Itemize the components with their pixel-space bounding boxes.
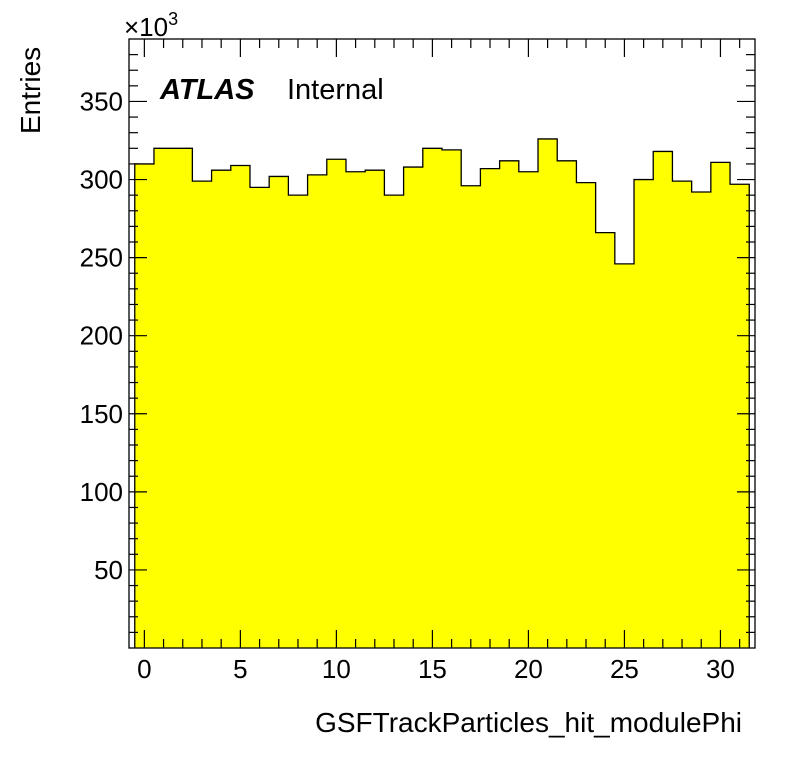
histogram-bin-3 bbox=[192, 181, 213, 648]
histogram-bin-7 bbox=[269, 176, 289, 648]
x-tick-label: 30 bbox=[706, 654, 735, 684]
x-tick-label: 20 bbox=[514, 654, 543, 684]
histogram-bin-4 bbox=[211, 170, 232, 648]
plot-frame bbox=[128, 38, 756, 649]
x-tick-label: 15 bbox=[418, 654, 447, 684]
histogram-bin-12 bbox=[365, 170, 385, 648]
x-tick-label: 10 bbox=[322, 654, 351, 684]
histogram-bin-6 bbox=[249, 187, 270, 648]
histogram-bin-19 bbox=[499, 160, 520, 649]
histogram-bars bbox=[134, 138, 750, 649]
histogram-bin-26 bbox=[634, 179, 654, 649]
x-tick-label: 5 bbox=[233, 654, 247, 684]
histogram-bin-22 bbox=[557, 160, 577, 649]
y-tick-label: 250 bbox=[80, 243, 123, 273]
axis-ticks bbox=[129, 39, 755, 648]
histogram-bin-2 bbox=[173, 148, 193, 649]
x-tick-label: 25 bbox=[610, 654, 639, 684]
histogram-bin-25 bbox=[614, 263, 635, 648]
histogram-bin-17 bbox=[461, 185, 481, 649]
histogram-bin-5 bbox=[230, 165, 251, 648]
histogram-bin-13 bbox=[384, 195, 405, 648]
y-tick-label: 50 bbox=[94, 555, 123, 585]
histogram-bin-8 bbox=[288, 195, 309, 648]
histogram-bin-28 bbox=[672, 181, 693, 648]
histogram-bin-29 bbox=[691, 192, 712, 648]
histogram-outline bbox=[134, 138, 750, 648]
y-tick-label: 100 bbox=[80, 477, 123, 507]
histogram-bin-24 bbox=[595, 232, 616, 648]
y-axis-multiplier: ×103 bbox=[124, 9, 178, 42]
y-tick-label: 200 bbox=[80, 321, 123, 351]
y-axis-label: Entries bbox=[15, 47, 46, 134]
histogram-bin-1 bbox=[153, 148, 174, 649]
histogram-bin-9 bbox=[307, 174, 328, 648]
histogram-bin-0 bbox=[134, 163, 155, 648]
histogram-bin-14 bbox=[403, 167, 424, 649]
y-tick-label: 350 bbox=[80, 86, 123, 116]
histogram-bin-30 bbox=[710, 162, 731, 648]
histogram-bin-11 bbox=[345, 171, 366, 648]
histogram-bin-21 bbox=[538, 138, 558, 648]
axis-tick-labels: 0 5 10 15 20 25 30 50 100 150 200 250 300 350 bbox=[80, 86, 735, 684]
histogram-bin-10 bbox=[326, 159, 347, 648]
histogram-bin-31 bbox=[730, 184, 750, 648]
histogram-bin-23 bbox=[576, 182, 597, 648]
histogram-bin-27 bbox=[653, 151, 673, 648]
histogram-bin-18 bbox=[480, 168, 501, 648]
status-label: Internal bbox=[287, 74, 384, 106]
x-axis-label: GSFTrackParticles_hit_modulePhi bbox=[315, 707, 742, 738]
x-tick-label: 0 bbox=[137, 654, 151, 684]
atlas-label: ATLAS bbox=[159, 74, 255, 106]
histogram-bin-15 bbox=[422, 148, 443, 649]
y-tick-label: 300 bbox=[80, 165, 123, 195]
histogram-bin-20 bbox=[518, 171, 539, 648]
y-tick-label: 150 bbox=[80, 399, 123, 429]
histogram-bin-16 bbox=[442, 149, 462, 648]
